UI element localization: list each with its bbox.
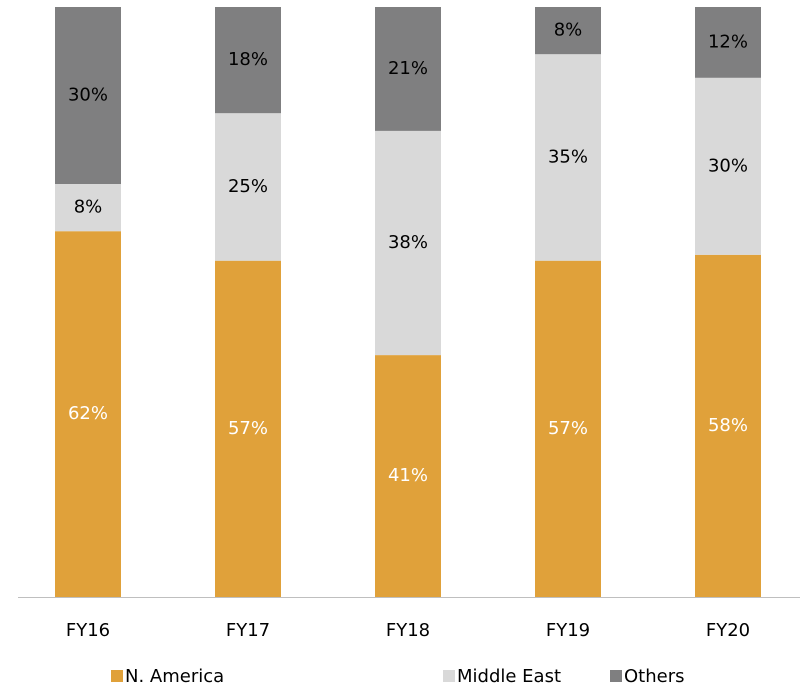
legend-swatch xyxy=(443,670,455,682)
data-label: 8% xyxy=(554,20,583,41)
legend-swatch xyxy=(111,670,123,682)
bar-segment xyxy=(375,7,441,131)
data-label: 35% xyxy=(548,146,588,167)
data-label: 12% xyxy=(708,31,748,52)
x-tick-label: FY16 xyxy=(66,620,110,641)
legend-label: Others xyxy=(624,666,685,687)
x-tick-label: FY19 xyxy=(546,620,590,641)
data-label: 41% xyxy=(388,465,428,486)
bar-segment xyxy=(375,355,441,597)
data-label: 30% xyxy=(68,85,108,106)
data-label: 8% xyxy=(74,197,103,218)
bar-segment xyxy=(375,130,441,356)
bar-segment xyxy=(695,7,761,78)
data-label: 57% xyxy=(228,418,268,439)
data-label: 57% xyxy=(548,418,588,439)
bar-segment xyxy=(215,7,281,114)
data-label: 18% xyxy=(228,49,268,70)
legend-swatch xyxy=(610,670,622,682)
x-tick-label: FY17 xyxy=(226,620,270,641)
bar-segment xyxy=(215,113,281,261)
data-label: 21% xyxy=(388,58,428,79)
data-label: 38% xyxy=(388,232,428,253)
x-tick-label: FY18 xyxy=(386,620,430,641)
data-label: 25% xyxy=(228,176,268,197)
x-tick-label: FY20 xyxy=(706,620,750,641)
legend-label: N. America xyxy=(125,666,224,687)
bar-segment xyxy=(535,260,601,597)
bar-segment xyxy=(55,7,121,184)
legend-label: Middle East xyxy=(457,666,561,687)
data-label: 62% xyxy=(68,403,108,424)
bar-segment xyxy=(695,254,761,598)
data-label: 58% xyxy=(708,415,748,436)
bar-segment xyxy=(695,77,761,255)
data-label: 30% xyxy=(708,155,748,176)
bar-segment xyxy=(55,184,121,232)
bar-segment xyxy=(535,54,601,261)
bar-segment xyxy=(55,231,121,597)
bar-segment xyxy=(215,260,281,597)
bar-segment xyxy=(535,7,601,55)
